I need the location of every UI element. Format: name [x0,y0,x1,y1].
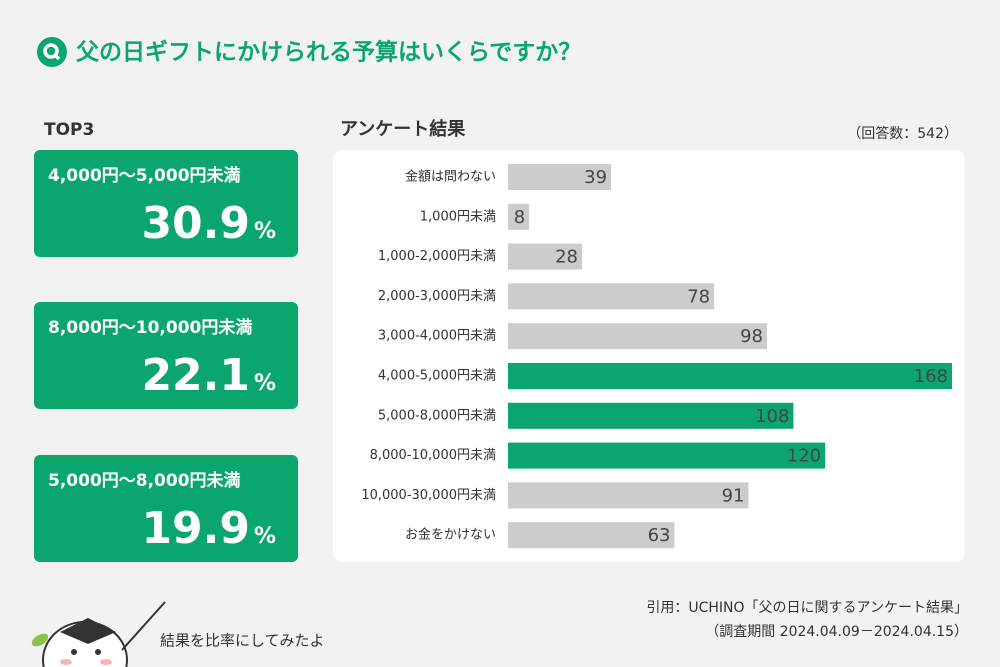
q-icon-glyph [52,52,61,61]
bar [508,323,767,350]
category-label: 2,000-3,000円未満 [378,289,496,304]
bar [508,164,612,190]
value-label: 168 [914,366,948,387]
source: 引用：UCHINO「父の日に関するアンケート結果」 [646,600,968,616]
value-label: 78 [687,286,710,307]
bar [508,402,794,429]
period: （調査期間 2024.04.09－2024.04.15） [705,624,968,640]
bar [508,522,675,549]
q-icon-glyph [43,43,59,59]
value-label: 91 [722,485,745,506]
bar [508,482,749,509]
category-label: 4,000-5,000円未満 [378,369,496,384]
bar [508,283,715,310]
category-label: 3,000-4,000円未満 [378,329,496,344]
top3-unit: % [254,219,276,244]
bar [508,243,582,270]
top3-label: 8,000円～10,000円未満 [48,317,252,338]
bar [508,442,826,469]
top3-label: 4,000円～5,000円未満 [48,165,241,186]
top3-card [34,455,298,562]
category-label: 金額は問わない [405,169,496,185]
page-title: 父の日ギフトにかけられる予算はいくらですか？ [76,39,581,66]
top3-percent: 30.9 [141,198,250,249]
value-label: 28 [555,247,578,268]
category-label: 5,000-8,000円未満 [378,408,496,423]
category-label: お金をかけない [405,527,496,543]
category-label: 8,000-10,000円未満 [370,448,496,463]
chart-title: アンケート結果 [340,118,466,140]
mascot [31,601,166,667]
value-label: 39 [584,167,607,188]
value-label: 108 [755,406,789,427]
top3-label: 5,000円～8,000円未満 [48,470,241,491]
top3-unit: % [254,371,276,396]
category-label: 1,000-2,000円未満 [378,249,496,264]
top3-percent: 19.9 [141,503,250,554]
top3-percent: 22.1 [141,350,250,401]
category-label: 10,000-30,000円未満 [361,488,496,503]
bar [508,363,952,389]
top3-card [34,302,298,409]
category-label: 1,000円未満 [420,209,496,224]
q-icon [37,37,67,67]
value-label: 120 [787,446,821,467]
value-label: 8 [514,207,525,228]
top3-card [34,150,298,257]
value-label: 98 [740,326,763,347]
bar [508,203,530,230]
mascot-text: 結果を比率にしてみたよ [160,632,325,650]
value-label: 63 [648,525,671,546]
top3-unit: % [254,524,276,549]
chart-subtitle: （回答数：542） [847,125,958,142]
top3-heading: TOP3 [44,120,94,140]
